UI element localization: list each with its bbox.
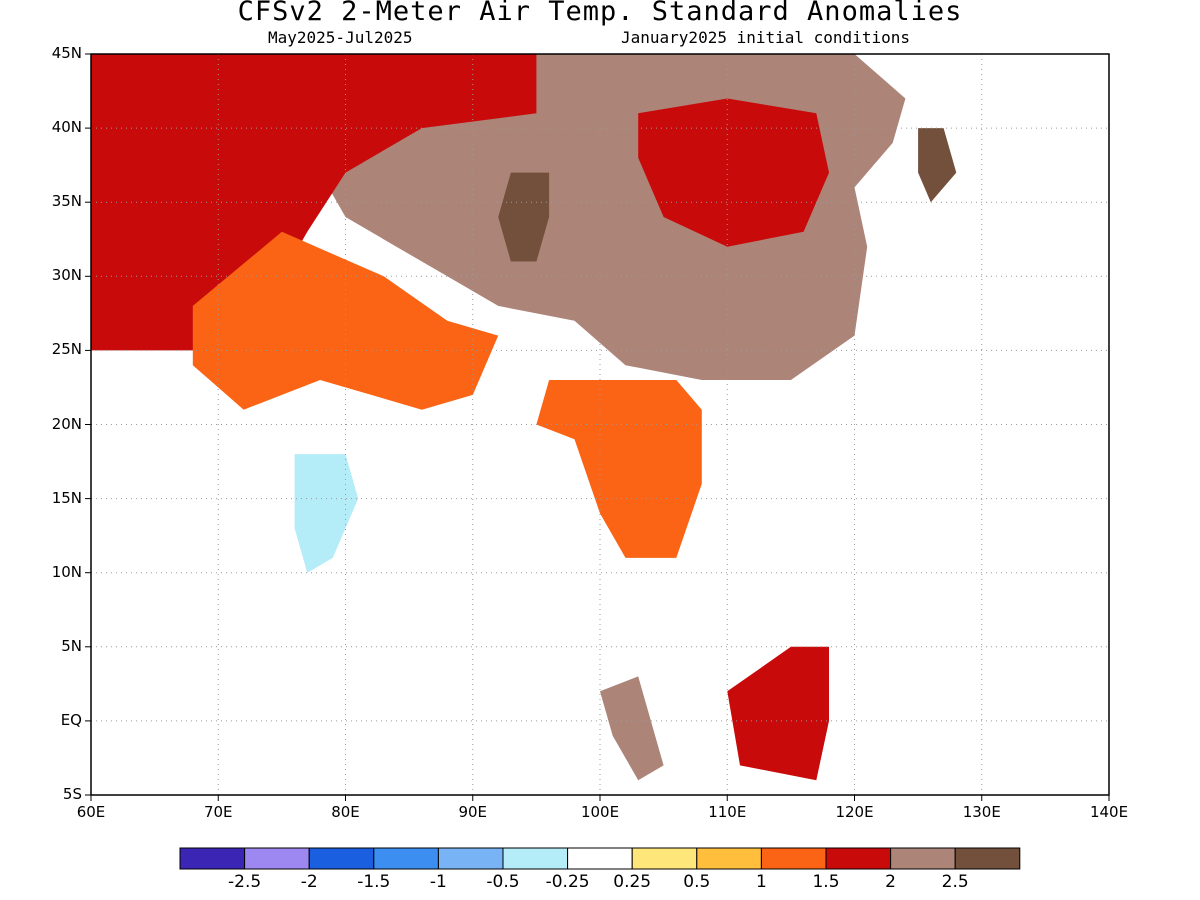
anomaly-region-sumatra-warm bbox=[600, 676, 664, 781]
lat-label: 15N bbox=[51, 488, 82, 507]
lat-label: EQ bbox=[60, 710, 82, 729]
lat-label: 25N bbox=[51, 340, 82, 359]
lon-label: 100E bbox=[580, 803, 620, 821]
legend-swatch bbox=[954, 847, 1021, 870]
legend-swatch bbox=[244, 847, 310, 870]
map-title: CFSv2 2-Meter Air Temp. Standard Anomali… bbox=[237, 0, 963, 27]
map-frame bbox=[90, 53, 1110, 796]
lat-label: 5N bbox=[61, 636, 82, 655]
legend-label: -2 bbox=[300, 872, 318, 892]
lon-label: 80E bbox=[331, 803, 360, 821]
lat-label: 5S bbox=[62, 785, 82, 803]
lat-label: 45N bbox=[51, 44, 82, 62]
anomaly-region-central-china-warm bbox=[638, 98, 829, 247]
legend-swatch bbox=[696, 847, 762, 870]
legend-swatch bbox=[567, 847, 633, 870]
anomaly-shading bbox=[91, 54, 957, 781]
lon-label: 90E bbox=[458, 803, 488, 821]
anomaly-region-india-north-warm bbox=[192, 231, 499, 410]
legend-label: -0.25 bbox=[545, 872, 590, 892]
lat-label: 10N bbox=[51, 562, 82, 581]
legend-label: -1.5 bbox=[357, 872, 391, 892]
lat-label: 40N bbox=[51, 118, 82, 137]
lon-label: 130E bbox=[962, 803, 1001, 821]
legend-swatch bbox=[631, 847, 698, 870]
legend-swatch bbox=[179, 847, 246, 870]
lat-label: 20N bbox=[51, 414, 82, 433]
legend-label: 0.5 bbox=[683, 872, 711, 892]
anomaly-region-west-asia bbox=[91, 54, 537, 351]
legend-swatch bbox=[308, 847, 375, 870]
legend-label: -1 bbox=[429, 872, 447, 892]
legend-label: 2.5 bbox=[941, 872, 969, 892]
lon-label: 70E bbox=[203, 803, 233, 821]
anomaly-region-korea-north bbox=[918, 128, 957, 203]
lon-label: 110E bbox=[708, 803, 747, 821]
legend-swatch bbox=[502, 847, 569, 870]
anomaly-region-india-cool bbox=[294, 454, 359, 573]
legend-swatch bbox=[760, 847, 827, 870]
lon-label: 140E bbox=[1089, 803, 1129, 821]
anomaly-region-tibet-core bbox=[498, 172, 550, 262]
initial-conditions: January2025 initial conditions bbox=[621, 28, 910, 47]
legend-label: 2 bbox=[885, 872, 896, 892]
legend-label: 0.25 bbox=[613, 872, 652, 892]
legend-label: -2.5 bbox=[228, 872, 262, 892]
lat-label: 35N bbox=[51, 192, 82, 211]
graticule bbox=[85, 53, 1110, 801]
legend-swatch bbox=[825, 847, 892, 870]
legend-label: -0.5 bbox=[486, 872, 520, 892]
legend-swatch bbox=[890, 847, 956, 870]
legend-swatch bbox=[437, 847, 504, 870]
forecast-period: May2025-Jul2025 bbox=[268, 28, 413, 47]
anomaly-region-indochina-warm bbox=[536, 380, 702, 558]
lat-label: 30N bbox=[51, 266, 82, 285]
lon-label: 60E bbox=[76, 803, 106, 821]
anomaly-region-borneo-warm bbox=[727, 646, 829, 781]
legend-label: 1.5 bbox=[812, 872, 840, 892]
legend-label: 1 bbox=[755, 872, 767, 892]
legend-swatch bbox=[373, 847, 439, 870]
legend-swatches bbox=[179, 847, 1021, 870]
lon-label: 120E bbox=[835, 803, 874, 821]
